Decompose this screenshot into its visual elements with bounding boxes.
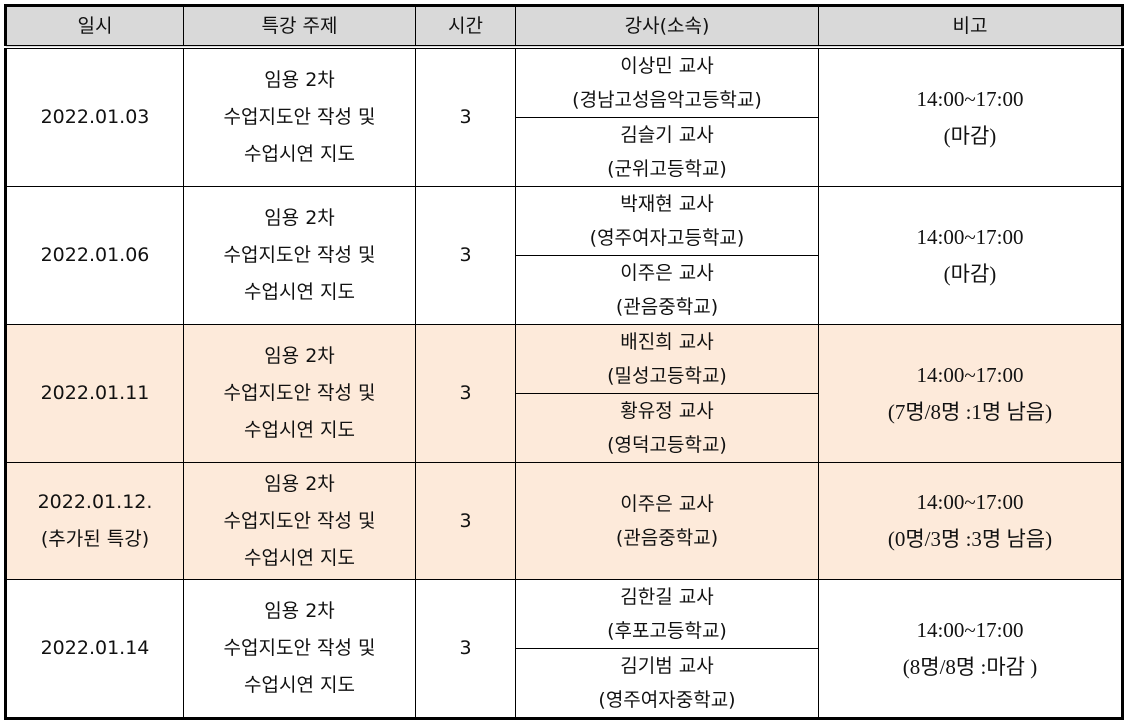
instructor-cell: 황유정 교사 (영덕고등학교) (515, 393, 819, 463)
instructor-school: (후포고등학교) (607, 620, 727, 642)
instructor-school: (영덕고등학교) (607, 434, 727, 456)
header-instructor: 강사(소속) (515, 5, 819, 49)
header-topic: 특강 주제 (183, 5, 416, 49)
topic-text: 수업지도안 작성 및 (223, 509, 376, 532)
note-text: (마감) (943, 123, 997, 148)
date-text: 2022.01.03 (40, 106, 150, 128)
instructor-cell: 이주은 교사 (관음중학교) (515, 255, 819, 325)
topic-text: 수업시연 지도 (244, 143, 355, 165)
table-row: 2022.01.14 임용 2차 수업지도안 작성 및 수업시연 지도 3 김한길 교사(… (5, 579, 1123, 719)
instructor-name: 이주은 교사 (620, 493, 714, 515)
instructor-cell: 박재현 교사 (영주여자고등학교) (515, 186, 819, 256)
topic-text: 임용 2차 (264, 472, 335, 495)
date-cell: 2022.01.06 (5, 186, 184, 325)
topic-text: 수업지도안 작성 및 (223, 637, 376, 659)
topic-text: 임용 2차 (264, 600, 335, 622)
topic-text: 임용 2차 (264, 69, 335, 91)
topic-text: 수업지도안 작성 및 (223, 106, 376, 128)
header-hours: 시간 (415, 5, 516, 49)
table-row: 2022.01.11 임용 2차 수업지도안 작성 및 수업시연 지도 3 배진희 교사(… (5, 324, 1123, 463)
note-text: 14:00~17:00 (916, 224, 1024, 249)
header-note: 비고 (818, 5, 1123, 49)
note-text: (7명/8명 :1명 남음) (887, 399, 1053, 424)
date-text: 2022.01.14 (40, 637, 150, 659)
note-cell: 14:00~17:00 (0명/3명 :3명 남음) (818, 462, 1123, 580)
instructor-cell: 이주은 교사 (관음중학교) (515, 462, 819, 580)
table-row: 2022.01.06 임용 2차 수업지도안 작성 및 수업시연 지도 3 박재현 교사(… (5, 186, 1123, 325)
instructor-school: (경남고성음악고등학교) (572, 89, 762, 111)
instructor-cell: 이상민 교사 (경남고성음악고등학교) (515, 46, 819, 118)
topic-text: 임용 2차 (264, 345, 335, 367)
topic-text: 수업시연 지도 (244, 546, 355, 569)
instructor-school: (군위고등학교) (607, 158, 727, 180)
instructor-cell: 김한길 교사 (후포고등학교) (515, 579, 819, 649)
date-cell: 2022.01.12. (추가된 특강) (5, 462, 184, 580)
instructor-school: (관음중학교) (615, 527, 719, 549)
instructor-school: (영주여자중학교) (598, 689, 736, 711)
note-text: 14:00~17:00 (916, 362, 1024, 387)
note-text: (0명/3명 :3명 남음) (887, 527, 1053, 551)
instructor-school: (밀성고등학교) (607, 365, 727, 387)
date-cell: 2022.01.14 (5, 579, 184, 719)
topic-text: 수업시연 지도 (244, 419, 355, 441)
instructor-name: 배진희 교사 (620, 331, 714, 353)
instructor-school: (관음중학교) (615, 296, 719, 318)
date-text: 2022.01.06 (40, 244, 150, 266)
note-cell: 14:00~17:00 (마감) (818, 46, 1123, 187)
date-cell: 2022.01.03 (5, 46, 184, 187)
topic-text: 수업지도안 작성 및 (223, 382, 376, 404)
note-cell: 14:00~17:00 (7명/8명 :1명 남음) (818, 324, 1123, 463)
header-date: 일시 (5, 5, 184, 49)
instructor-school: (영주여자고등학교) (589, 227, 745, 249)
topic-text: 수업지도안 작성 및 (223, 244, 376, 266)
instructor-cell: 김슬기 교사 (군위고등학교) (515, 117, 819, 187)
note-cell: 14:00~17:00 (8명/8명 :마감 ) (818, 579, 1123, 719)
date-cell: 2022.01.11 (5, 324, 184, 463)
topic-text: 수업시연 지도 (244, 281, 355, 303)
note-text: 14:00~17:00 (916, 86, 1024, 111)
hours-cell: 3 (415, 324, 516, 463)
note-text: (마감) (943, 261, 997, 286)
table-row: 황유정 교사 (영덕고등학교) (6, 393, 1123, 463)
hours-cell: 3 (415, 46, 516, 187)
instructor-cell: 김기범 교사 (영주여자중학교) (515, 648, 819, 719)
instructor-cell: 배진희 교사 (밀성고등학교) (515, 324, 819, 394)
topic-text: 임용 2차 (264, 207, 335, 229)
header-row: 일시 특강 주제 시간 강사(소속) 비고 (5, 5, 1123, 49)
instructor-name: 이상민 교사 (620, 55, 714, 77)
note-text: 14:00~17:00 (916, 490, 1024, 514)
note-text: 14:00~17:00 (916, 617, 1024, 642)
instructor-name: 황유정 교사 (620, 400, 714, 422)
note-cell: 14:00~17:00 (마감) (818, 186, 1123, 325)
lecture-schedule-table: 일시 특강 주제 시간 강사(소속) 비고 2022.01.03 임용 2차 수업지… (4, 4, 1124, 720)
hours-cell: 3 (415, 462, 516, 580)
table-row: 2022.01.03 임용 2차 수업지도안 작성 및 수업시연 지도 3 이상민 교사(… (5, 46, 1123, 187)
date-text: 2022.01.12. (37, 491, 153, 513)
instructor-name: 김한길 교사 (620, 586, 714, 608)
date-text: (추가된 특강) (40, 528, 150, 550)
date-text: 2022.01.11 (40, 382, 150, 404)
note-text: (8명/8명 :마감 ) (902, 654, 1038, 679)
hours-cell: 3 (415, 186, 516, 325)
instructor-name: 이주은 교사 (620, 262, 714, 284)
hours-cell: 3 (415, 579, 516, 719)
instructor-name: 김슬기 교사 (620, 124, 714, 146)
table-row: 김슬기 교사 (군위고등학교) (6, 117, 1123, 187)
topic-text: 수업시연 지도 (244, 674, 355, 696)
instructor-name: 김기범 교사 (620, 655, 714, 677)
table-row: 이주은 교사 (관음중학교) (6, 255, 1123, 325)
instructor-name: 박재현 교사 (620, 193, 714, 215)
